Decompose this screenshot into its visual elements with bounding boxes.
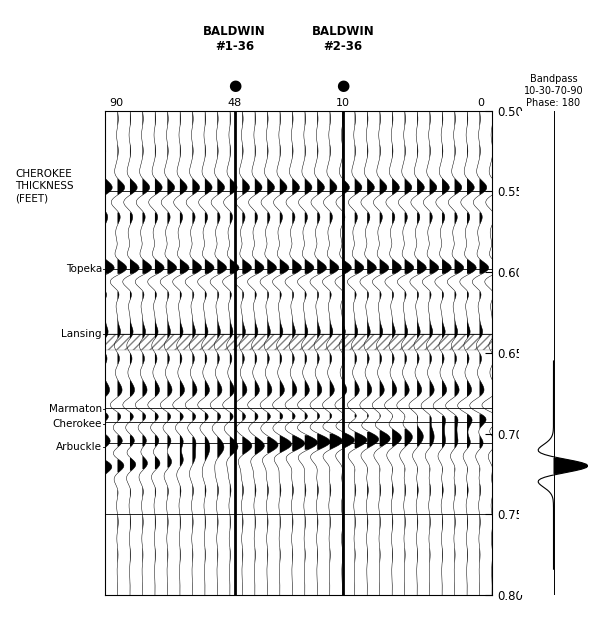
Text: ●: ● [228,78,241,93]
Text: BALDWIN
#2-36: BALDWIN #2-36 [311,25,374,53]
Text: Marmaton: Marmaton [49,404,102,415]
Text: 0: 0 [477,97,484,108]
Text: Lansing: Lansing [61,329,102,339]
Text: Cherokee: Cherokee [53,419,102,429]
Text: Topeka: Topeka [66,264,102,274]
Text: 48: 48 [227,97,242,108]
Text: Arbuckle: Arbuckle [56,442,102,451]
Text: 90: 90 [110,97,124,108]
Text: 10: 10 [336,97,350,108]
Text: ●: ● [337,78,350,93]
Text: Bandpass
10-30-70-90
Phase: 180: Bandpass 10-30-70-90 Phase: 180 [524,75,583,108]
Text: BALDWIN
#1-36: BALDWIN #1-36 [203,25,266,53]
Text: CHEROKEE
THICKNESS
(FEET): CHEROKEE THICKNESS (FEET) [15,169,74,204]
